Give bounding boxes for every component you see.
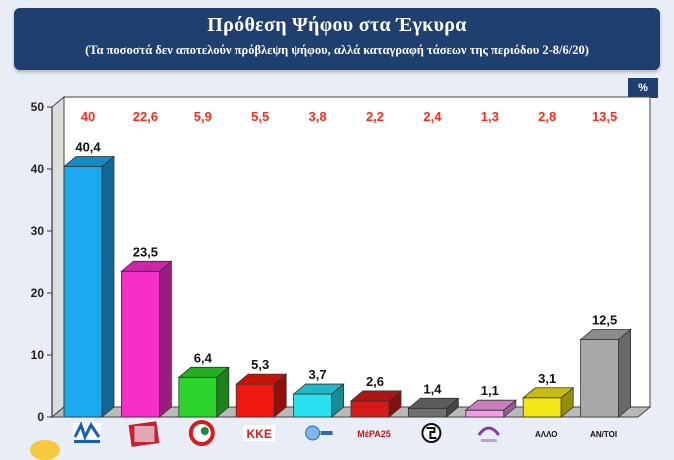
y-tick-label: 50 (31, 100, 45, 114)
previous-value-label: 5,5 (251, 109, 269, 124)
kke-logo-bg (243, 425, 276, 441)
syriza-logo-front (134, 426, 155, 442)
bar-top (579, 329, 632, 340)
kinal-logo-dot (200, 427, 209, 435)
chart-title: Πρόθεση Ψήφου στα Έγκυρα (207, 14, 467, 36)
bar-side (158, 260, 172, 418)
bar-value-label: 3,7 (309, 367, 327, 382)
golden-dawn-logo-meander (426, 427, 437, 439)
chart-subtitle: (Τα ποσοστά δεν αποτελούν πρόβλεψη ψήφου… (85, 43, 589, 57)
bar-value-label: 23,5 (133, 244, 158, 259)
kinal-logo-icon (188, 420, 215, 446)
plot-side-wall (51, 95, 65, 419)
bar-side (618, 328, 631, 418)
kke-logo-text: ΚΚΕ (247, 427, 272, 441)
elliniki-lysi-logo-text-bar (320, 431, 333, 435)
bar-front (293, 393, 333, 418)
previous-value-label: 2,4 (423, 109, 442, 124)
y-tick-label: 30 (31, 224, 45, 238)
bar-top (235, 373, 288, 385)
nd-logo-bar (74, 440, 100, 443)
bar (62, 155, 116, 418)
previous-value-label: 2,8 (538, 109, 556, 124)
bar-front (178, 376, 218, 418)
y-tick-label: 40 (31, 162, 45, 176)
bar-value-label: 3,1 (538, 371, 556, 386)
plefsi-logo-icon (477, 426, 501, 442)
category-label: ΑΝ/ΤΟΙ (590, 430, 617, 439)
bar (579, 328, 632, 418)
bar-value-label: 40,4 (75, 140, 101, 155)
bar-top (464, 399, 517, 411)
bar-top (522, 387, 575, 399)
bar-top (177, 366, 230, 378)
bar-front (350, 400, 390, 418)
bar (235, 373, 288, 418)
bar-front (580, 339, 619, 418)
bar-front (235, 383, 275, 418)
bar-top (349, 390, 403, 402)
bar-front (63, 166, 103, 418)
bar-front (465, 409, 505, 418)
bar (349, 390, 403, 418)
bar-front (121, 270, 160, 418)
bar-top (120, 260, 173, 272)
previous-value-label: 22,6 (133, 109, 158, 124)
previous-value-label: 5,9 (194, 109, 212, 124)
syriza-logo-icon (128, 421, 160, 447)
golden-dawn-logo-icon (421, 423, 442, 443)
bar-top (292, 383, 345, 395)
nd-logo-icon (73, 421, 101, 443)
bar-front (522, 397, 562, 418)
bar (120, 260, 173, 418)
percent-unit-badge: % (628, 78, 658, 98)
title-banner: Πρόθεση Ψήφου στα Έγκυρα (Τα ποσοστά δεν… (14, 8, 660, 70)
y-tick-label: 10 (31, 348, 45, 362)
mera25-logo-icon: ΜέΡΑ25 (357, 429, 390, 439)
kke-logo-icon: ΚΚΕ (243, 425, 276, 441)
bar (407, 397, 460, 418)
previous-value-label: 2,2 (366, 109, 384, 124)
bar-value-label: 6,4 (194, 350, 213, 365)
plefsi-logo-bar (480, 439, 497, 442)
category-label: ΑΛΛΟ (535, 430, 557, 439)
previous-value-label: 40 (81, 109, 95, 124)
bar-value-label: 12,5 (592, 313, 617, 328)
brand-corner-mark (30, 440, 60, 460)
previous-value-label: 13,5 (592, 109, 617, 124)
previous-value-label: 3,8 (309, 109, 327, 124)
elliniki-lysi-logo-icon (305, 425, 333, 441)
bar-front (407, 407, 447, 418)
bar (522, 386, 575, 418)
bar-top (62, 156, 116, 167)
elliniki-lysi-logo-globe (305, 425, 321, 441)
nd-logo-mark (73, 421, 101, 441)
bar (177, 366, 230, 418)
bar-value-label: 1,4 (423, 381, 442, 396)
plefsi-logo-wave (477, 426, 501, 436)
bar-side (101, 155, 115, 418)
bar-value-label: 1,1 (481, 383, 499, 398)
bar (292, 383, 345, 418)
y-tick-label: 0 (37, 410, 44, 424)
bar-value-label: 5,3 (251, 357, 269, 372)
y-tick-label: 20 (31, 286, 45, 300)
bar-top (407, 397, 460, 409)
bar-value-label: 2,6 (366, 374, 384, 389)
bar (464, 399, 517, 418)
previous-value-label: 1,3 (481, 109, 499, 124)
mera25-logo-text: ΜέΡΑ25 (357, 429, 390, 439)
